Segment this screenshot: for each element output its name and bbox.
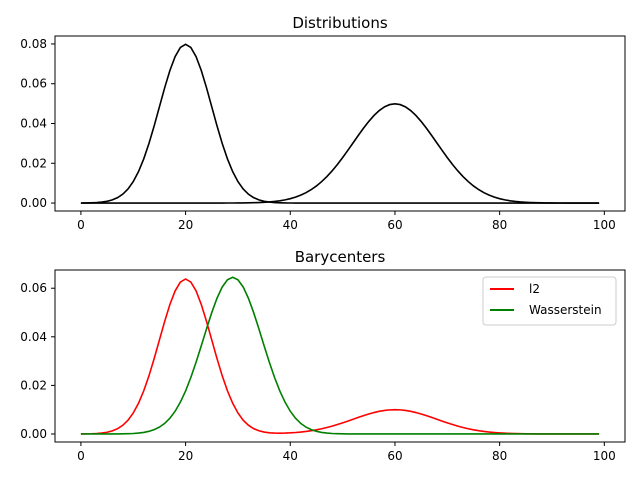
y-tick-label: 0.02 <box>20 378 47 392</box>
axes-frame <box>54 269 626 443</box>
x-tick-label: 60 <box>387 449 402 463</box>
legend-label-wasserstein: Wasserstein <box>529 303 602 317</box>
series-line-1 <box>80 43 600 204</box>
subplot-title: Distributions <box>292 14 388 32</box>
y-tick-label: 0.08 <box>20 37 47 51</box>
y-tick-label: 0.02 <box>20 156 47 170</box>
x-tick-label: 80 <box>492 218 507 232</box>
plot-area <box>80 43 600 204</box>
x-tick-label: 20 <box>178 449 193 463</box>
y-tick-label: 0.00 <box>20 427 47 441</box>
subplot-distributions: Distributions 0 20 40 60 80 100 0.00 0.02 0.04 0.… <box>20 14 626 232</box>
legend-box <box>482 276 617 326</box>
x-tick-label: 20 <box>178 218 193 232</box>
x-tick-label: 0 <box>77 218 85 232</box>
y-tick-label: 0.06 <box>20 77 47 91</box>
y-tick-label: 0.04 <box>20 330 47 344</box>
x-tick-label: 60 <box>387 218 402 232</box>
x-tick-label: 0 <box>77 449 85 463</box>
legend-label-l2: l2 <box>529 282 540 296</box>
x-tick-label: 80 <box>492 449 507 463</box>
y-tick-label: 0.06 <box>20 281 47 295</box>
tick-labels: 0 20 40 60 80 100 0.00 0.02 0.04 0.06 <box>20 281 615 463</box>
legend: l2 Wasserstein <box>482 276 617 326</box>
series-line-2 <box>80 103 600 204</box>
x-tick-label: 40 <box>283 449 298 463</box>
x-tick-label: 100 <box>593 449 616 463</box>
tick-labels: 0 20 40 60 80 100 0.00 0.02 0.04 0.06 0.08 <box>20 37 615 232</box>
x-tick-label: 40 <box>283 218 298 232</box>
subplot-barycenters: Barycenters 0 20 40 60 80 100 0.00 0.02 0.04 0.06… <box>20 248 626 463</box>
plot-area <box>80 276 600 435</box>
series-line-wasserstein <box>80 276 600 435</box>
subplot-title: Barycenters <box>295 248 386 266</box>
x-tick-label: 100 <box>593 218 616 232</box>
y-tick-label: 0.00 <box>20 196 47 210</box>
y-tick-label: 0.04 <box>20 117 47 131</box>
